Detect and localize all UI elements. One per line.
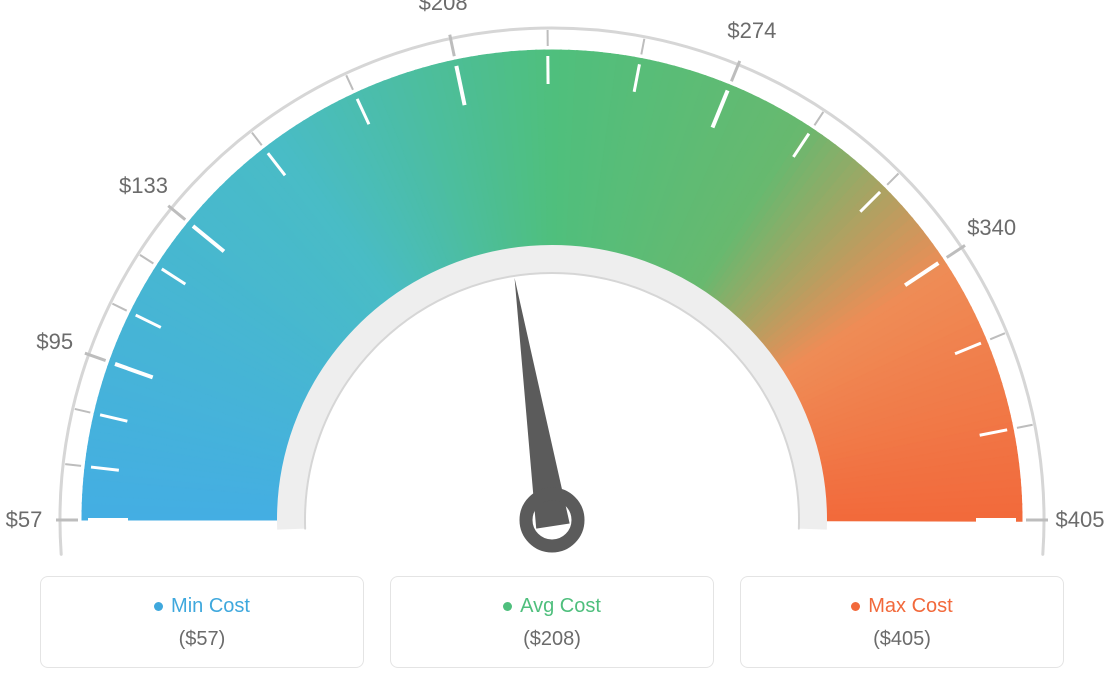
gauge-tick-label: $57 xyxy=(6,507,43,533)
legend-title-avg: Avg Cost xyxy=(503,595,601,618)
legend-card-max: Max Cost ($405) xyxy=(740,576,1064,668)
gauge-tick-label: $274 xyxy=(727,18,776,44)
gauge-tick-label: $208 xyxy=(419,0,468,16)
legend-dot-max xyxy=(851,602,860,611)
gauge-tick-label: $133 xyxy=(119,173,168,199)
gauge-tick-label: $405 xyxy=(1056,507,1104,533)
legend-card-min: Min Cost ($57) xyxy=(40,576,364,668)
legend-dot-avg xyxy=(503,602,512,611)
legend-card-avg: Avg Cost ($208) xyxy=(390,576,714,668)
legend-title-max: Max Cost xyxy=(851,595,952,618)
legend-dot-min xyxy=(154,602,163,611)
legend-label-avg: Avg Cost xyxy=(520,595,601,618)
legend-title-min: Min Cost xyxy=(154,595,250,618)
legend-value-max: ($405) xyxy=(751,628,1053,651)
gauge-tick-label: $95 xyxy=(36,329,73,355)
gauge-svg xyxy=(0,0,1104,560)
legend-value-avg: ($208) xyxy=(401,628,703,651)
gauge-tick-label: $340 xyxy=(967,215,1016,241)
legend-value-min: ($57) xyxy=(51,628,353,651)
legend-row: Min Cost ($57) Avg Cost ($208) Max Cost … xyxy=(40,576,1064,668)
gauge-chart: $57 $95 $133 $208 $274 $340 $405 xyxy=(0,0,1104,560)
legend-label-min: Min Cost xyxy=(171,595,250,618)
legend-label-max: Max Cost xyxy=(868,595,952,618)
